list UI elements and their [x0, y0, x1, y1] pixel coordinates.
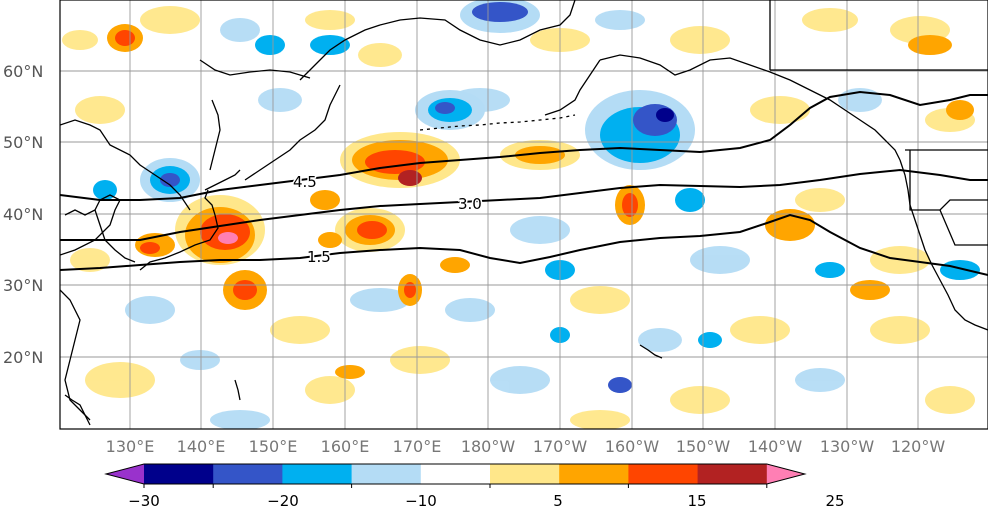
contour-label-1-5: 1.5	[307, 248, 331, 266]
colorbar-segment	[282, 464, 353, 484]
colorbar-tick-15: 15	[687, 492, 706, 510]
colorbar-tick-neg30: −30	[128, 492, 160, 510]
contour-line-4-5	[60, 90, 988, 201]
map-frame	[59, 0, 988, 430]
colorbar-segment	[351, 464, 422, 484]
lon-label-170e: 170°E	[393, 437, 442, 456]
contour-label-3-0: 3.0	[458, 195, 482, 213]
coastlines	[60, 0, 988, 426]
contour-line-3-0	[60, 168, 988, 241]
lon-label-150e: 150°E	[249, 437, 298, 456]
lat-label-30n: 30°N	[3, 276, 43, 295]
contour-label-4-5: 4.5	[293, 173, 317, 191]
colorbar	[104, 463, 807, 488]
lat-label-50n: 50°N	[3, 133, 43, 152]
colorbar-tick-neg10: −10	[405, 492, 437, 510]
lon-label-130e: 130°E	[106, 437, 155, 456]
lon-label-150w: 150°W	[676, 437, 731, 456]
lon-label-160w: 160°W	[605, 437, 660, 456]
colorbar-segment	[628, 464, 699, 484]
contour-lines	[60, 90, 988, 276]
colorbar-extend-low	[106, 464, 144, 484]
colorbar-segment	[420, 464, 491, 484]
contour-line-1-5	[60, 213, 988, 276]
lat-label-40n: 40°N	[3, 205, 43, 224]
lat-label-60n: 60°N	[3, 62, 43, 81]
colorbar-segment	[697, 464, 768, 484]
colorbar-segment	[144, 464, 214, 484]
lon-label-160e: 160°E	[321, 437, 370, 456]
colorbar-ticks: −30 −20 −10 5 15 25	[128, 492, 844, 510]
lat-label-20n: 20°N	[3, 348, 43, 367]
colorbar-segment	[559, 464, 629, 484]
latitude-axis: 60°N 50°N 40°N 30°N 20°N	[3, 62, 43, 367]
contour-labels: 4.5 3.0 1.5	[292, 172, 484, 268]
lon-label-130w: 130°W	[820, 437, 875, 456]
lon-label-140e: 140°E	[177, 437, 226, 456]
colorbar-tick-neg20: −20	[267, 492, 299, 510]
colorbar-extend-high	[766, 464, 805, 484]
lon-label-170w: 170°W	[533, 437, 588, 456]
colorbar-tick-25: 25	[825, 492, 844, 510]
map-panel: 4.5 3.0 1.5	[60, 0, 988, 429]
longitude-axis: 130°E 140°E 150°E 160°E 170°E 180°W 170°…	[106, 437, 946, 456]
lon-label-140w: 140°W	[748, 437, 803, 456]
colorbar-tick-5: 5	[553, 492, 563, 510]
lon-label-180w: 180°W	[461, 437, 516, 456]
colorbar-segment	[213, 464, 283, 484]
colorbar-segment	[490, 464, 560, 484]
lon-label-120w: 120°W	[891, 437, 946, 456]
